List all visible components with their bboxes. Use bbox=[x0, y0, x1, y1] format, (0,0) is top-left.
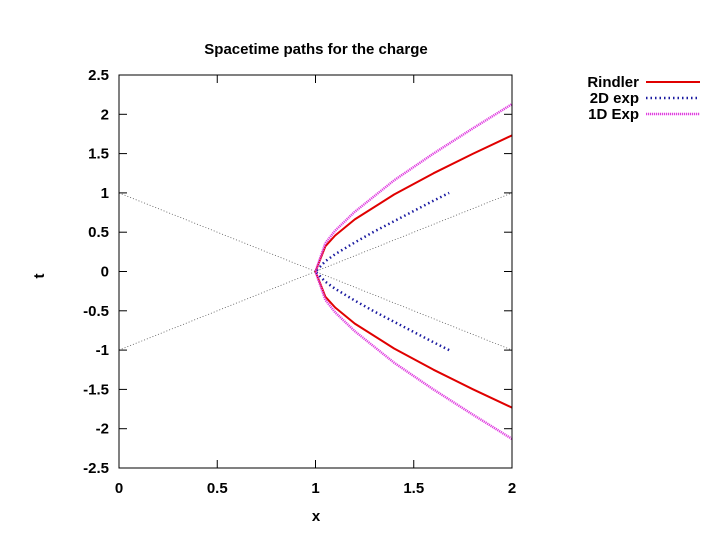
x-tick-label: 1.5 bbox=[403, 480, 424, 497]
legend-label-1d-exp: 1D Exp bbox=[588, 106, 639, 123]
x-axis-label: x bbox=[312, 508, 321, 525]
x-axis: 0 0.5 1 1.5 2 bbox=[115, 75, 516, 497]
y-axis: 2.5 2 1.5 1 0.5 0 -0.5 -1 -1.5 -2 -2.5 bbox=[83, 67, 512, 477]
series-line-2d-exp bbox=[314, 191, 450, 352]
series-line-1d-exp bbox=[314, 103, 513, 440]
y-tick-label: -2 bbox=[96, 421, 109, 438]
chart-title: Spacetime paths for the charge bbox=[204, 41, 427, 58]
legend-label-2d-exp: 2D exp bbox=[590, 90, 639, 107]
y-tick-label: 0 bbox=[101, 264, 109, 281]
y-tick-label: -2.5 bbox=[83, 460, 109, 477]
x-tick-label: 0 bbox=[115, 480, 123, 497]
x-tick-label: 0.5 bbox=[207, 480, 228, 497]
y-tick-label: -1.5 bbox=[83, 381, 109, 398]
series-layer bbox=[314, 103, 513, 440]
legend-label-rindler: Rindler bbox=[587, 74, 639, 91]
x-tick-label: 1 bbox=[311, 480, 319, 497]
x-tick-label: 2 bbox=[508, 480, 516, 497]
y-tick-label: -0.5 bbox=[83, 303, 109, 320]
series-line-rindler bbox=[314, 134, 513, 409]
y-tick-label: 2 bbox=[101, 106, 109, 123]
y-tick-label: 1 bbox=[101, 185, 109, 202]
y-axis-label: t bbox=[31, 274, 48, 279]
y-tick-label: 0.5 bbox=[88, 224, 109, 241]
y-tick-label: -1 bbox=[96, 342, 109, 359]
y-tick-label: 2.5 bbox=[88, 67, 109, 84]
y-tick-label: 1.5 bbox=[88, 146, 109, 163]
